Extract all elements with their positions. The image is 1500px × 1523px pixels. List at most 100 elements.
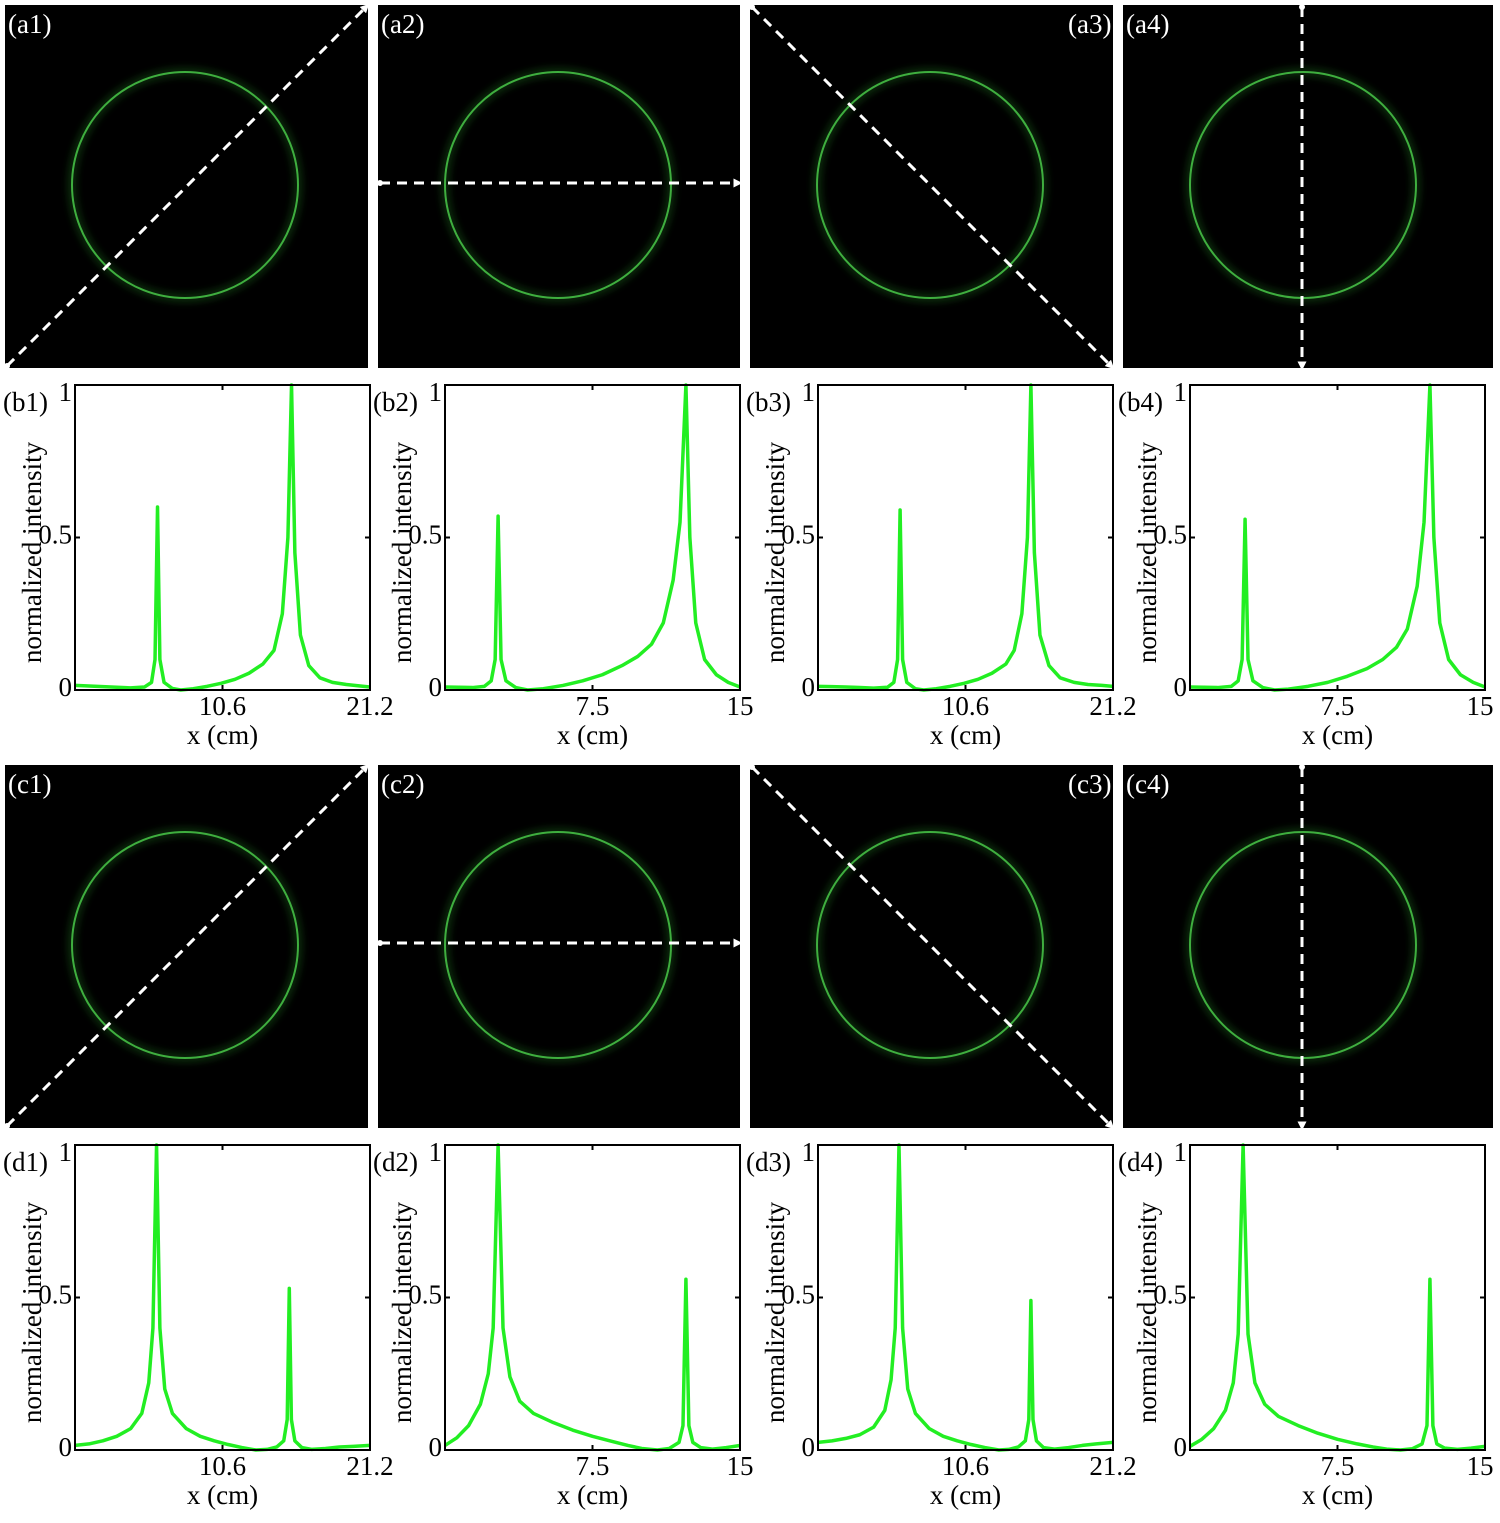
panel-label: (c3) [1068, 769, 1111, 799]
y-tick-label: 0.5 [1153, 520, 1187, 550]
axes-frame [444, 384, 741, 691]
x-axis-label: x (cm) [557, 1480, 628, 1510]
panel-background [378, 765, 740, 1128]
y-tick-label: 0.5 [38, 520, 72, 550]
plot: 7.5 15 0 0.5 1 x (cm) normalized intensity (d2) [373, 1137, 754, 1510]
intensity-line [445, 1143, 740, 1452]
y-axis-label: normalized intensity [17, 441, 47, 663]
panel-label: (c2) [381, 769, 424, 799]
y-tick-label: 0 [802, 1432, 816, 1462]
y-axis-label: normalized intensity [387, 1201, 417, 1423]
panel-label: (c4) [1126, 769, 1169, 799]
image-panel: (a2) [377, 5, 743, 368]
y-axis-label: normalized intensity [1132, 1201, 1162, 1423]
x-axis-label: x (cm) [930, 1480, 1001, 1510]
intensity-line [75, 1143, 370, 1452]
panel-background [378, 5, 740, 368]
x-tick-label: 10.6 [199, 691, 246, 721]
panel-label: (a3) [1068, 9, 1111, 39]
x-axis-label: x (cm) [1302, 1480, 1373, 1510]
axes-frame [74, 384, 371, 691]
panel-label: (b3) [746, 387, 791, 417]
intensity-line [1190, 1143, 1485, 1452]
y-tick-label: 1 [429, 1137, 443, 1167]
intensity-line [445, 383, 740, 692]
plot: 10.6 21.2 0 0.5 1 x (cm) normalized intensity (… [746, 1137, 1137, 1510]
x-axis-label: x (cm) [1302, 720, 1373, 750]
x-tick-label: 15 [727, 691, 754, 721]
y-tick-label: 0.5 [781, 520, 815, 550]
panel-label: (a4) [1126, 9, 1169, 39]
plot: 7.5 15 0 0.5 1 x (cm) normalized intensity (d4) [1118, 1137, 1494, 1510]
image-panel: (a4) [1123, 4, 1493, 371]
y-tick-label: 1 [802, 1137, 816, 1167]
panel-label: (d1) [3, 1147, 48, 1177]
line-group [818, 1143, 1113, 1452]
y-tick-label: 0.5 [38, 1280, 72, 1310]
y-tick-label: 0.5 [781, 1280, 815, 1310]
y-axis-label: normalized intensity [387, 441, 417, 663]
x-tick-label: 15 [1467, 1451, 1494, 1481]
image-panel: (c2) [377, 765, 743, 1128]
y-tick-label: 0.5 [408, 520, 442, 550]
y-tick-label: 0 [429, 1432, 443, 1462]
plot: 7.5 15 0 0.5 1 x (cm) normalized intensity (b4) [1118, 377, 1494, 750]
panel-label: (d3) [746, 1147, 791, 1177]
y-tick-label: 0 [429, 672, 443, 702]
plot: 10.6 21.2 0 0.5 1 x (cm) normalized intensity (… [3, 377, 394, 750]
panel-label: (c1) [8, 769, 51, 799]
line-group [445, 1143, 740, 1452]
x-tick-label: 15 [727, 1451, 754, 1481]
plot: 10.6 21.2 0 0.5 1 x (cm) normalized intensity (… [746, 377, 1137, 750]
axes-frame [74, 1144, 371, 1451]
image-panel: (c1) [4, 763, 370, 1129]
y-tick-label: 1 [59, 377, 73, 407]
x-axis-label: x (cm) [187, 1480, 258, 1510]
x-tick-label: 7.5 [576, 1451, 610, 1481]
y-tick-label: 0 [59, 672, 73, 702]
panel-label: (b2) [373, 387, 418, 417]
x-axis-label: x (cm) [187, 720, 258, 750]
line-group [1190, 383, 1485, 692]
y-axis-label: normalized intensity [17, 1201, 47, 1423]
x-axis-label: x (cm) [930, 720, 1001, 750]
y-tick-label: 0 [59, 1432, 73, 1462]
x-tick-label: 21.2 [1089, 691, 1136, 721]
intensity-line [818, 1143, 1113, 1452]
panel-label: (a1) [8, 9, 51, 39]
image-panel: (a1) [4, 3, 370, 369]
line-group [818, 383, 1113, 692]
image-panel: (a3) [749, 4, 1115, 370]
y-axis-label: normalized intensity [760, 441, 790, 663]
line-group [445, 383, 740, 692]
intensity-line [818, 383, 1113, 692]
y-tick-label: 1 [1174, 1137, 1188, 1167]
plot: 10.6 21.2 0 0.5 1 x (cm) normalized intensity (… [3, 1137, 394, 1510]
line-group [75, 383, 370, 692]
panel-label: (b1) [3, 387, 48, 417]
y-tick-label: 1 [1174, 377, 1188, 407]
axes-frame [1189, 384, 1486, 691]
x-tick-label: 10.6 [942, 691, 989, 721]
y-axis-label: normalized intensity [1132, 441, 1162, 663]
axes-frame [444, 1144, 741, 1451]
panel-label: (b4) [1118, 387, 1163, 417]
x-tick-label: 7.5 [1321, 691, 1355, 721]
line-group [1190, 1143, 1485, 1452]
panel-label: (d2) [373, 1147, 418, 1177]
image-panel: (c3) [749, 764, 1115, 1130]
axes-frame [817, 1144, 1114, 1451]
panel-background [1123, 765, 1493, 1128]
x-tick-label: 10.6 [199, 1451, 246, 1481]
panel-background [1123, 5, 1493, 368]
y-tick-label: 0.5 [408, 1280, 442, 1310]
x-axis-label: x (cm) [557, 720, 628, 750]
image-panel: (c4) [1123, 764, 1493, 1131]
y-tick-label: 1 [59, 1137, 73, 1167]
y-tick-label: 1 [429, 377, 443, 407]
x-tick-label: 7.5 [576, 691, 610, 721]
y-tick-label: 0 [1174, 1432, 1188, 1462]
x-tick-label: 7.5 [1321, 1451, 1355, 1481]
x-tick-label: 10.6 [942, 1451, 989, 1481]
